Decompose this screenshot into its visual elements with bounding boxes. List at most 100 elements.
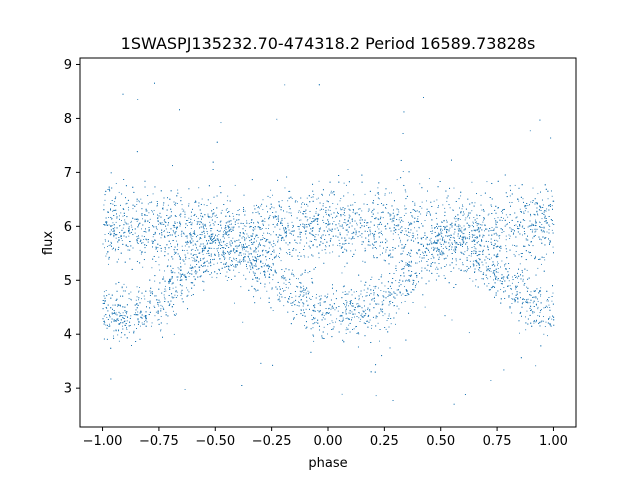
data-point <box>130 291 132 293</box>
data-point <box>163 290 165 292</box>
data-point <box>359 321 361 322</box>
data-point <box>543 307 545 309</box>
data-point <box>528 251 530 253</box>
data-point <box>414 202 416 204</box>
data-point <box>524 210 526 212</box>
data-point <box>223 253 225 255</box>
data-point <box>537 306 539 308</box>
data-point <box>187 242 189 244</box>
data-point <box>354 316 355 318</box>
data-point <box>367 288 369 290</box>
data-point <box>445 227 447 229</box>
data-point <box>206 243 208 245</box>
data-point <box>469 260 471 262</box>
data-point <box>313 340 315 342</box>
data-point <box>466 250 468 252</box>
data-point <box>508 268 510 269</box>
data-point <box>240 286 242 288</box>
data-point <box>528 244 530 246</box>
data-point <box>304 245 305 247</box>
data-point <box>329 215 331 217</box>
data-point <box>250 262 252 263</box>
data-point <box>532 302 534 304</box>
data-point <box>207 213 209 215</box>
data-point <box>488 213 490 215</box>
data-point <box>397 209 399 211</box>
data-point <box>535 221 537 223</box>
data-point <box>439 242 441 244</box>
data-point <box>346 234 348 236</box>
data-point <box>144 230 146 232</box>
data-point <box>126 286 128 288</box>
data-point <box>184 211 186 213</box>
data-point <box>345 293 347 295</box>
data-point <box>292 269 294 271</box>
data-point <box>479 244 481 246</box>
data-point <box>432 246 434 248</box>
data-point <box>192 248 194 250</box>
data-point <box>418 227 420 229</box>
data-point <box>390 300 392 302</box>
data-point <box>281 222 283 224</box>
data-point <box>261 228 263 229</box>
data-point <box>303 255 305 257</box>
data-point <box>291 198 293 200</box>
data-point <box>326 312 328 314</box>
data-point <box>490 229 492 231</box>
data-point <box>220 241 222 243</box>
data-point <box>382 315 384 317</box>
chart-title: 1SWASPJ135232.70-474318.2 Period 16589.7… <box>121 34 536 53</box>
data-point <box>286 253 288 255</box>
data-point <box>272 279 274 281</box>
data-point <box>209 221 211 223</box>
data-point <box>552 292 554 294</box>
data-point <box>194 230 195 232</box>
data-point <box>513 253 515 255</box>
data-point <box>103 320 105 322</box>
data-point <box>124 219 126 221</box>
data-point <box>185 241 187 243</box>
data-point <box>330 308 332 310</box>
data-point <box>371 325 373 327</box>
data-point <box>477 241 479 242</box>
data-point <box>342 317 344 319</box>
data-point <box>182 210 184 212</box>
data-point <box>404 228 406 229</box>
data-point <box>180 295 182 296</box>
data-point <box>290 230 292 232</box>
data-point <box>311 221 313 222</box>
data-point <box>239 263 241 265</box>
data-point <box>537 267 539 269</box>
data-point <box>358 297 360 299</box>
data-point <box>154 231 156 233</box>
data-point <box>165 290 167 292</box>
data-point <box>242 249 244 251</box>
data-point <box>242 236 244 237</box>
data-point <box>413 209 415 210</box>
data-point <box>297 211 299 213</box>
data-point <box>345 184 347 186</box>
data-point <box>522 198 524 200</box>
data-point <box>525 239 527 241</box>
data-point <box>246 220 248 222</box>
data-point <box>359 222 361 224</box>
data-point <box>279 286 281 288</box>
data-point <box>316 221 318 222</box>
data-point <box>185 258 187 260</box>
data-point <box>481 278 483 280</box>
data-point <box>245 237 247 239</box>
data-point <box>188 291 190 293</box>
data-point <box>522 225 524 227</box>
data-point <box>238 209 240 211</box>
data-point <box>136 204 138 205</box>
data-point <box>432 253 434 255</box>
data-point <box>115 182 117 184</box>
data-point <box>473 222 474 224</box>
data-point <box>392 239 394 241</box>
data-point <box>106 316 108 318</box>
data-point <box>106 327 108 329</box>
data-point <box>360 223 362 224</box>
data-point <box>520 211 521 212</box>
data-point <box>464 251 466 253</box>
data-point <box>418 250 419 252</box>
